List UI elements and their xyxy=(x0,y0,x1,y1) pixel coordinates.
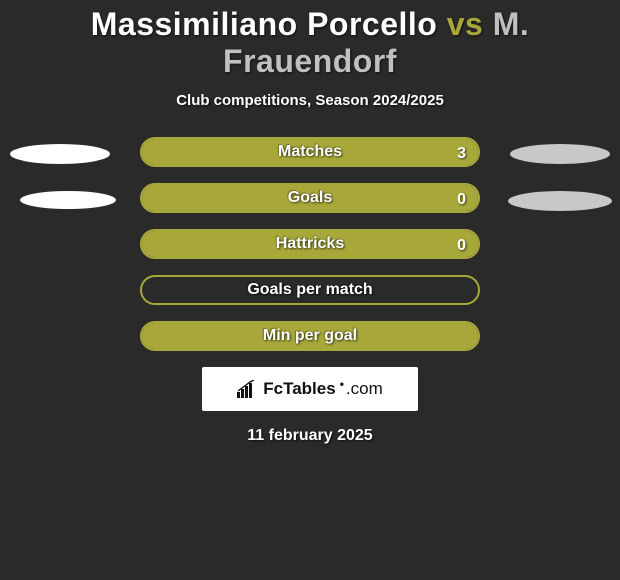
badge-dot: • xyxy=(340,377,344,391)
page-title: Massimiliano Porcello vs M. Frauendorf xyxy=(0,6,620,80)
chart-icon xyxy=(237,380,257,398)
stat-bar-track xyxy=(140,275,480,305)
stat-bar-fill xyxy=(142,323,478,349)
stat-value: 0 xyxy=(457,231,466,259)
footer-date: 11 february 2025 xyxy=(0,427,620,445)
stat-value: 0 xyxy=(457,185,466,213)
stat-bar-track: 0 xyxy=(140,183,480,213)
badge-tld: .com xyxy=(346,379,383,399)
stat-bar-fill xyxy=(142,231,478,257)
player2-marker xyxy=(510,144,610,164)
stat-row: Goals per match xyxy=(0,275,620,307)
stat-rows: 3Matches 0Goals 0Hattricks Goals per match M… xyxy=(0,137,620,353)
stat-row: Min per goal xyxy=(0,321,620,353)
player2-marker xyxy=(508,191,612,211)
stat-bar-fill xyxy=(142,185,478,211)
player1-marker xyxy=(10,144,110,164)
site-badge[interactable]: FcTables •.com xyxy=(202,367,418,411)
stat-bar-track: 3 xyxy=(140,137,480,167)
stat-row: 0Goals xyxy=(0,183,620,215)
comparison-card: Massimiliano Porcello vs M. Frauendorf C… xyxy=(0,0,620,580)
subtitle: Club competitions, Season 2024/2025 xyxy=(0,92,620,109)
stat-bar-track xyxy=(140,321,480,351)
vs-label: vs xyxy=(447,6,484,42)
stat-row: 3Matches xyxy=(0,137,620,169)
player1-name: Massimiliano Porcello xyxy=(91,6,438,42)
stat-bar-fill xyxy=(142,139,478,165)
stat-row: 0Hattricks xyxy=(0,229,620,261)
stat-value: 3 xyxy=(457,139,466,167)
badge-site: FcTables xyxy=(263,379,335,399)
player1-marker xyxy=(20,191,116,209)
stat-bar-track: 0 xyxy=(140,229,480,259)
